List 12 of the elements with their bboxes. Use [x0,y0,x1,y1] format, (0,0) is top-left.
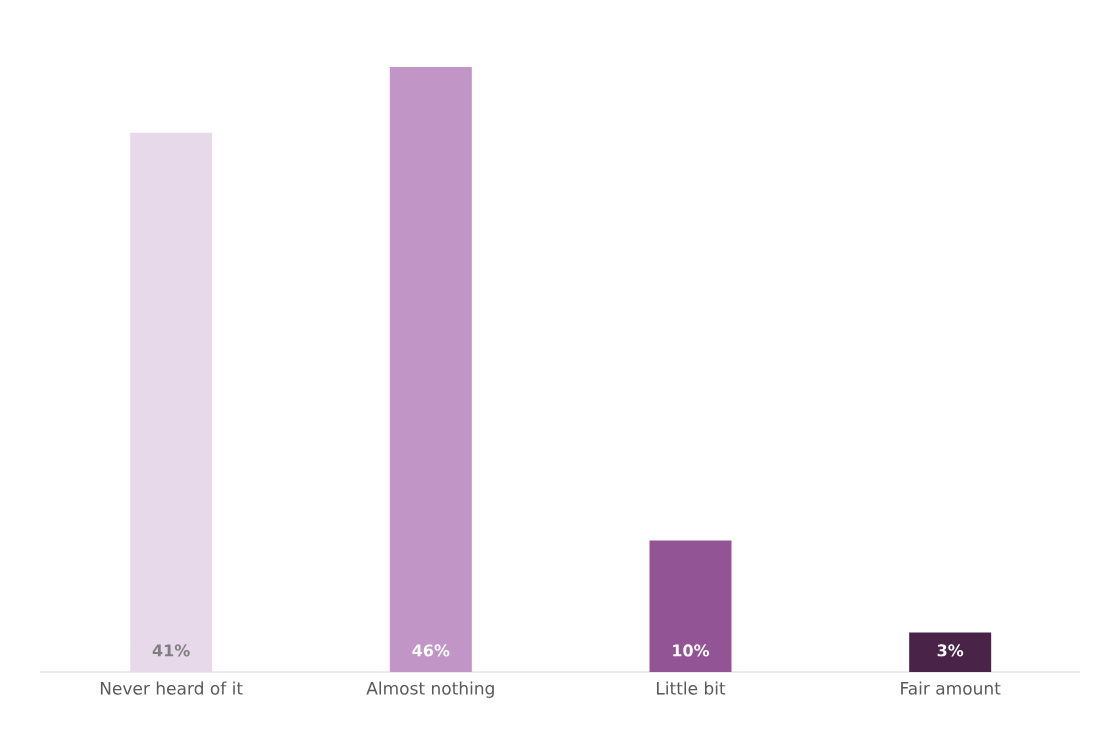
bar [649,540,732,672]
bar [909,632,992,672]
data-label: 10% [673,644,710,657]
bar [389,67,472,672]
data-label: 3% [937,644,964,657]
x-tick-label: Never heard of it [100,681,243,695]
data-label: 41% [152,644,190,657]
bar [130,132,213,672]
x-tick-label: Almost nothing [366,681,494,698]
x-tick-label: Fair amount [901,681,1001,695]
x-tick-label: Little bit [657,681,726,695]
data-label: 46% [412,644,450,657]
